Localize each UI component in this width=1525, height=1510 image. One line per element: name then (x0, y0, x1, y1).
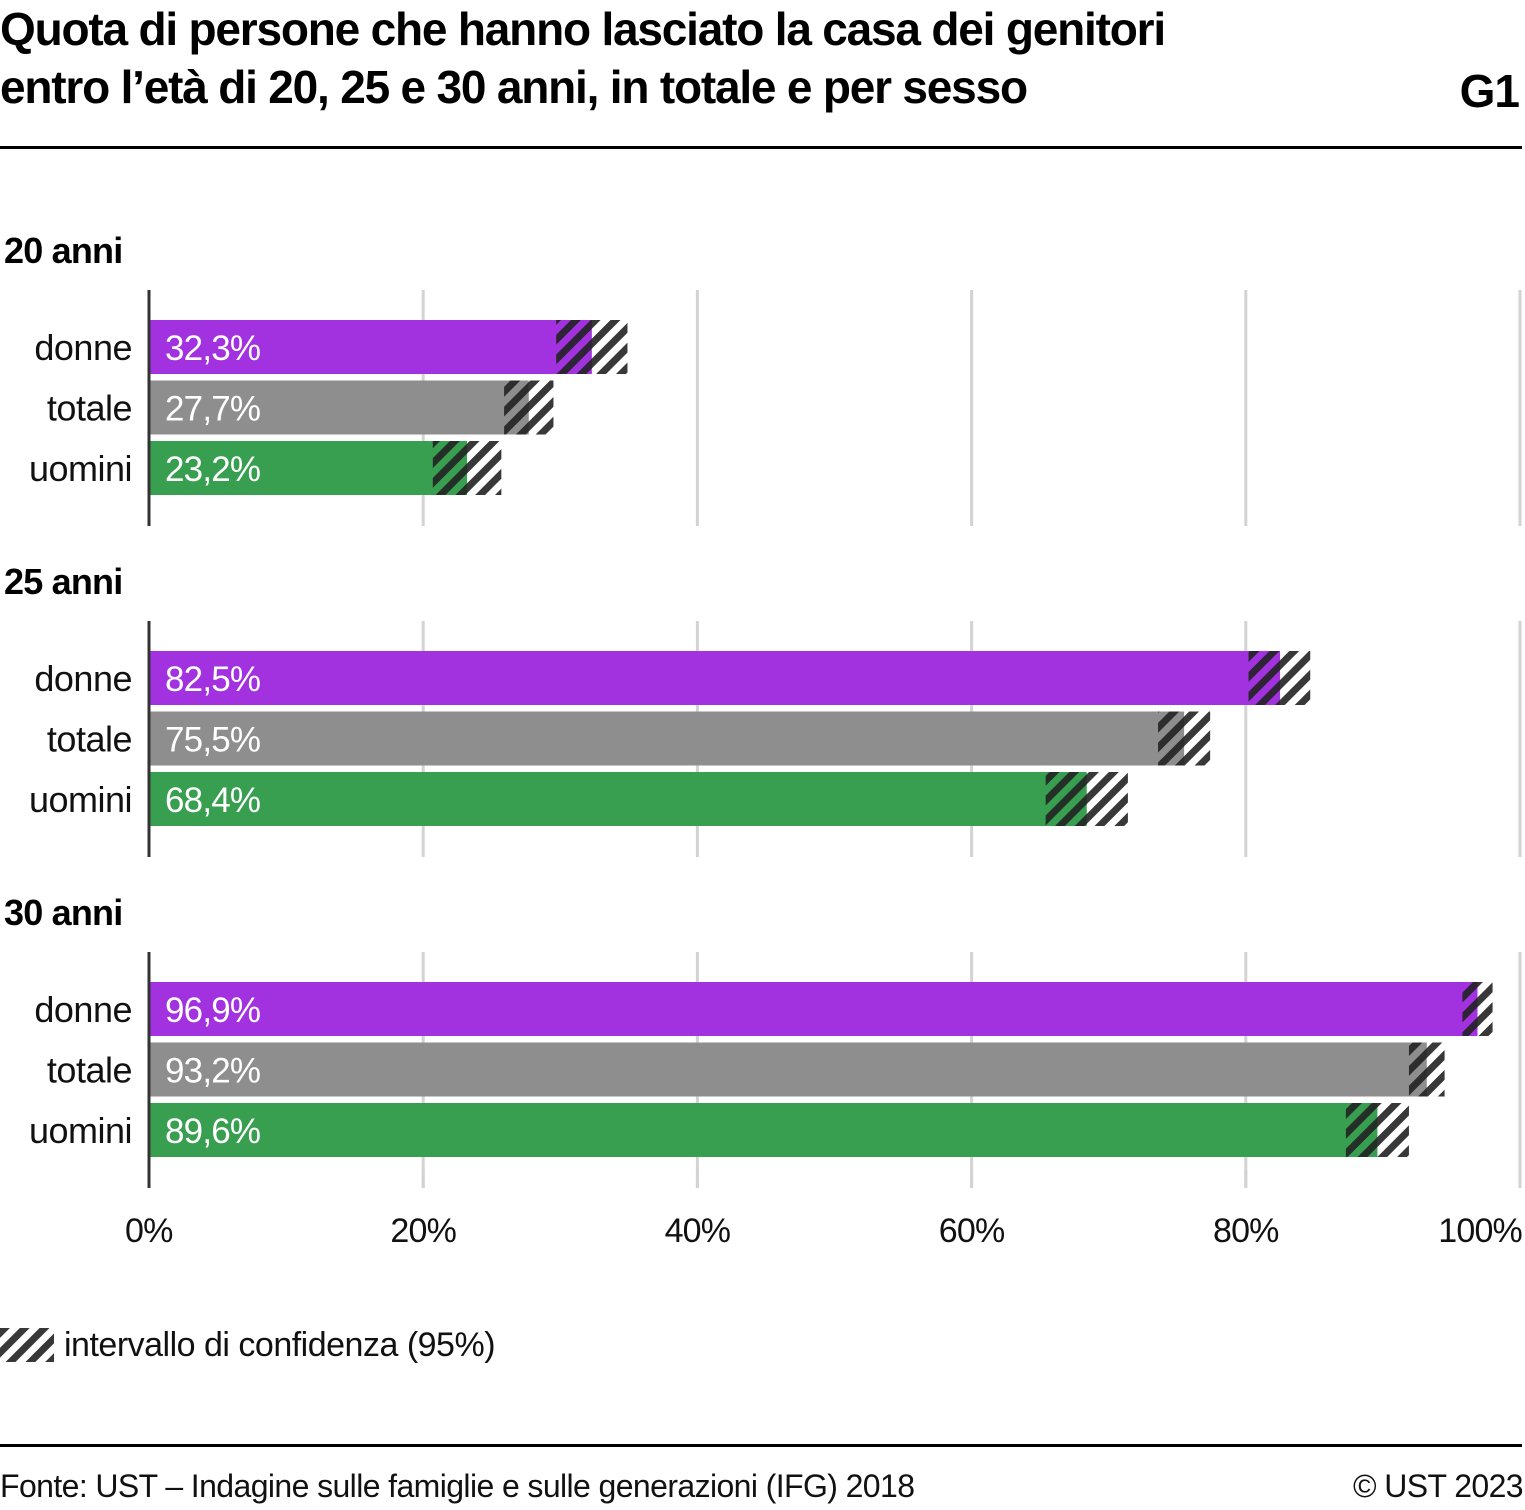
data-label: 82,5% (165, 660, 260, 699)
category-label: donne (34, 658, 132, 699)
bar-donne (149, 651, 1281, 705)
confidence-interval (1045, 772, 1128, 826)
group-label: 30 anni (4, 892, 122, 933)
bar-totale (149, 380, 529, 435)
category-label: uomini (29, 779, 132, 820)
footer-rule (0, 1444, 1522, 1447)
category-label: totale (47, 719, 132, 760)
category-label: totale (47, 1050, 132, 1091)
source-note: Fonte: UST – Indagine sulle famiglie e s… (0, 1468, 915, 1504)
chart-title: Quota di persone che hanno lasciato la c… (0, 0, 1420, 116)
data-label: 96,9% (165, 991, 260, 1030)
data-label: 27,7% (165, 390, 260, 429)
group-label: 20 anni (4, 230, 122, 271)
data-label: 68,4% (165, 781, 260, 820)
confidence-interval (1158, 711, 1211, 766)
x-tick-label: 40% (665, 1212, 731, 1250)
legend: intervallo di confidenza (95%) (0, 1322, 496, 1368)
chart-code: G1 (1459, 65, 1520, 117)
title-line-1: Quota di persone che hanno lasciato la c… (0, 3, 1166, 55)
group-label: 25 anni (4, 561, 122, 602)
confidence-interval (1408, 1042, 1445, 1097)
data-label: 93,2% (165, 1052, 260, 1091)
data-label: 32,3% (165, 329, 260, 368)
x-tick-label: 60% (939, 1212, 1005, 1250)
bar-donne (149, 982, 1478, 1036)
category-label: donne (34, 327, 132, 368)
confidence-interval (556, 320, 628, 374)
data-label: 89,6% (165, 1112, 260, 1151)
x-tick-label: 0% (125, 1212, 173, 1250)
hatch-pattern-icon (0, 1328, 54, 1362)
confidence-interval (504, 380, 554, 435)
data-label: 23,2% (165, 450, 260, 489)
bar-uomini (149, 772, 1087, 826)
bar-uomini (149, 1103, 1378, 1157)
category-label: totale (47, 388, 132, 429)
x-tick-label: 80% (1213, 1212, 1279, 1250)
header-rule (0, 146, 1522, 149)
x-tick-label: 100% (1438, 1212, 1522, 1250)
bar-totale (149, 1042, 1427, 1097)
x-tick-label: 20% (390, 1212, 456, 1250)
title-line-2: entro l’età di 20, 25 e 30 anni, in tota… (0, 61, 1028, 113)
category-label: donne (34, 989, 132, 1030)
category-label: uomini (29, 448, 132, 489)
bar-donne (149, 320, 592, 374)
data-label: 75,5% (165, 721, 260, 760)
confidence-interval (1462, 982, 1493, 1036)
bar-chart: 20 anni 32,3% donne 27,7% totale 23,2% uomini 2… (4, 230, 1523, 1250)
confidence-interval (1248, 651, 1311, 705)
bar-totale (149, 711, 1185, 766)
confidence-interval (432, 441, 502, 495)
confidence-interval (1345, 1103, 1409, 1157)
legend-label: intervallo di confidenza (95%) (64, 1325, 496, 1364)
bar-uomini (149, 441, 468, 495)
category-label: uomini (29, 1110, 132, 1151)
labels-layer: 20 anni 32,3% donne 27,7% totale 23,2% uomini 2… (4, 230, 1523, 1250)
bars-layer (149, 320, 1493, 1157)
copyright: © UST 2023 (1353, 1468, 1524, 1504)
